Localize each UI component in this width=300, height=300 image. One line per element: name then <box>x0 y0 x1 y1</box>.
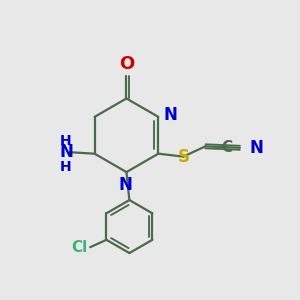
Text: C: C <box>221 140 232 155</box>
Text: Cl: Cl <box>71 240 87 255</box>
Text: N: N <box>60 142 74 160</box>
Text: S: S <box>177 148 189 166</box>
Text: N: N <box>164 106 178 124</box>
Text: H: H <box>59 134 71 148</box>
Text: O: O <box>119 55 134 73</box>
Text: N: N <box>119 176 133 194</box>
Text: H: H <box>59 160 71 174</box>
Text: N: N <box>249 139 263 157</box>
